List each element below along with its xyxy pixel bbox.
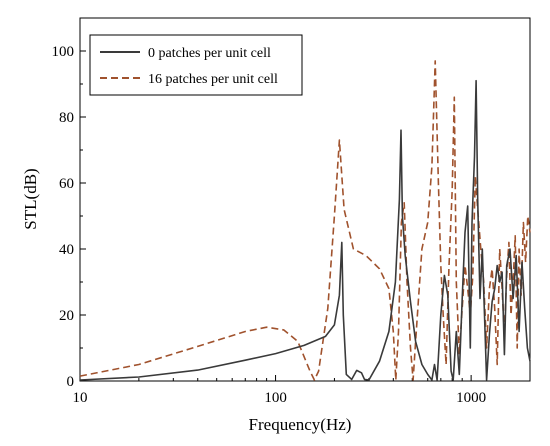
- x-tick-label: 100: [264, 390, 287, 406]
- series-line-0-patches: [79, 79, 531, 381]
- y-tick-label: 20: [59, 308, 74, 324]
- y-tick-label: 80: [59, 110, 74, 126]
- y-tick-label: 0: [67, 374, 75, 390]
- legend-box: [89, 34, 303, 96]
- legend-label-16-patches: 16 patches per unit cell: [148, 72, 278, 87]
- x-axis-title: Frequency(Hz): [249, 415, 352, 434]
- legend: 0 patches per unit cell 16 patches per u…: [89, 34, 303, 96]
- y-tick-label: 40: [59, 242, 74, 258]
- y-tick-label: 60: [59, 176, 74, 192]
- x-tick-label: 1000: [456, 390, 486, 406]
- y-tick-label: 100: [52, 44, 75, 60]
- x-tick-label: 10: [73, 390, 88, 406]
- axis-ticks: 0 20 40 60 80 100 10 100 1000: [52, 44, 487, 406]
- series-layer: [79, 60, 531, 381]
- y-axis-title: STL(dB): [21, 168, 40, 229]
- legend-label-0-patches: 0 patches per unit cell: [148, 46, 271, 61]
